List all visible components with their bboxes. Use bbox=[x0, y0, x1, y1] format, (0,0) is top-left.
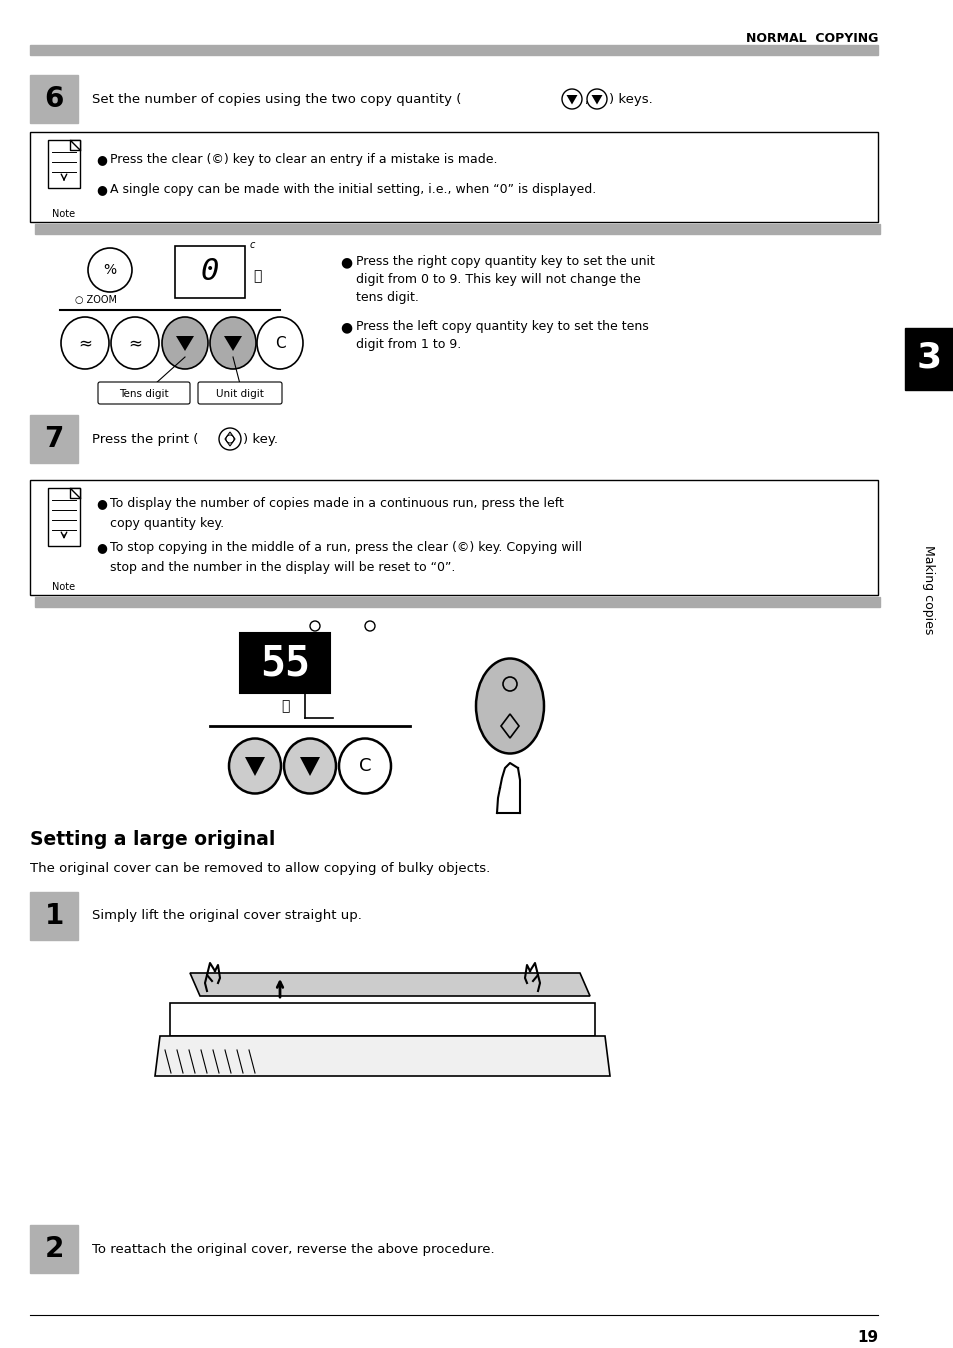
Text: ,: , bbox=[583, 93, 587, 105]
Polygon shape bbox=[299, 758, 319, 776]
Text: 55: 55 bbox=[260, 642, 310, 683]
Text: 1: 1 bbox=[45, 902, 64, 930]
Text: 6: 6 bbox=[44, 85, 64, 113]
Text: Note: Note bbox=[52, 582, 75, 592]
FancyBboxPatch shape bbox=[98, 381, 190, 404]
Text: A single copy can be made with the initial setting, i.e., when “0” is displayed.: A single copy can be made with the initi… bbox=[110, 183, 596, 197]
Bar bbox=[240, 634, 330, 693]
Polygon shape bbox=[170, 1003, 595, 1037]
Text: Press the print (: Press the print ( bbox=[91, 433, 198, 445]
Text: To reattach the original cover, reverse the above procedure.: To reattach the original cover, reverse … bbox=[91, 1243, 494, 1255]
Text: 19: 19 bbox=[856, 1330, 877, 1345]
Ellipse shape bbox=[256, 317, 303, 369]
Bar bbox=[30, 415, 78, 462]
Text: Simply lift the original cover straight up.: Simply lift the original cover straight … bbox=[91, 910, 361, 922]
Text: Press the left copy quantity key to set the tens: Press the left copy quantity key to set … bbox=[355, 319, 648, 333]
Text: To display the number of copies made in a continuous run, press the left: To display the number of copies made in … bbox=[110, 497, 563, 511]
Text: The original cover can be removed to allow copying of bulky objects.: The original cover can be removed to all… bbox=[30, 861, 490, 875]
Bar bbox=[48, 140, 80, 187]
Text: Set the number of copies using the two copy quantity (: Set the number of copies using the two c… bbox=[91, 93, 461, 105]
Polygon shape bbox=[224, 336, 242, 350]
Text: To stop copying in the middle of a run, press the clear (©) key. Copying will: To stop copying in the middle of a run, … bbox=[110, 542, 581, 554]
Ellipse shape bbox=[229, 739, 281, 794]
Polygon shape bbox=[566, 94, 577, 105]
Bar bbox=[35, 224, 879, 235]
Bar bbox=[48, 488, 80, 546]
Text: 2: 2 bbox=[44, 1235, 64, 1263]
Polygon shape bbox=[190, 973, 589, 996]
Text: C: C bbox=[274, 336, 285, 350]
Text: 7: 7 bbox=[44, 425, 64, 453]
Bar bbox=[30, 75, 78, 123]
Ellipse shape bbox=[476, 659, 543, 754]
Text: Making copies: Making copies bbox=[922, 546, 935, 635]
Text: ●: ● bbox=[96, 183, 107, 197]
Text: NORMAL  COPYING: NORMAL COPYING bbox=[745, 31, 877, 44]
Text: ●: ● bbox=[339, 319, 352, 334]
Text: C: C bbox=[358, 758, 371, 775]
Polygon shape bbox=[245, 758, 265, 776]
Text: ●: ● bbox=[96, 154, 107, 167]
Text: ) keys.: ) keys. bbox=[608, 93, 652, 105]
Text: 0: 0 bbox=[200, 257, 219, 287]
Polygon shape bbox=[70, 488, 80, 497]
Text: Tens digit: Tens digit bbox=[119, 390, 169, 399]
Text: ⎘: ⎘ bbox=[253, 270, 261, 283]
Text: Setting a large original: Setting a large original bbox=[30, 830, 275, 849]
Text: ●: ● bbox=[339, 255, 352, 270]
Bar bbox=[30, 892, 78, 940]
Text: ●: ● bbox=[96, 497, 107, 511]
Text: Note: Note bbox=[52, 209, 75, 218]
Text: ≈: ≈ bbox=[128, 334, 142, 352]
Bar bbox=[174, 245, 245, 298]
Text: ●: ● bbox=[96, 542, 107, 554]
Bar bbox=[30, 480, 877, 594]
Bar bbox=[904, 328, 953, 390]
Text: copy quantity key.: copy quantity key. bbox=[110, 518, 224, 531]
Polygon shape bbox=[70, 140, 80, 150]
Ellipse shape bbox=[338, 739, 391, 794]
Text: ) key.: ) key. bbox=[243, 433, 277, 445]
Bar bbox=[30, 132, 877, 222]
Text: stop and the number in the display will be reset to “0”.: stop and the number in the display will … bbox=[110, 562, 455, 574]
Text: Press the right copy quantity key to set the unit: Press the right copy quantity key to set… bbox=[355, 255, 654, 268]
Text: c: c bbox=[250, 240, 255, 249]
Polygon shape bbox=[154, 1037, 609, 1076]
Text: digit from 1 to 9.: digit from 1 to 9. bbox=[355, 338, 460, 350]
Text: Unit digit: Unit digit bbox=[215, 390, 264, 399]
Bar bbox=[30, 44, 877, 55]
Polygon shape bbox=[591, 94, 602, 105]
Text: Press the clear (©) key to clear an entry if a mistake is made.: Press the clear (©) key to clear an entr… bbox=[110, 154, 497, 167]
Ellipse shape bbox=[162, 317, 208, 369]
Text: %: % bbox=[103, 263, 116, 276]
Ellipse shape bbox=[284, 739, 335, 794]
Ellipse shape bbox=[61, 317, 109, 369]
Text: tens digit.: tens digit. bbox=[355, 291, 418, 305]
Ellipse shape bbox=[111, 317, 159, 369]
Polygon shape bbox=[175, 336, 193, 350]
FancyBboxPatch shape bbox=[198, 381, 282, 404]
Text: ○ ZOOM: ○ ZOOM bbox=[75, 295, 117, 305]
Ellipse shape bbox=[210, 317, 255, 369]
Text: digit from 0 to 9. This key will not change the: digit from 0 to 9. This key will not cha… bbox=[355, 274, 640, 286]
Bar bbox=[35, 597, 879, 607]
Bar bbox=[30, 1225, 78, 1273]
Text: ⎘: ⎘ bbox=[280, 700, 289, 713]
Text: 3: 3 bbox=[916, 341, 941, 375]
Text: ≈: ≈ bbox=[78, 334, 91, 352]
